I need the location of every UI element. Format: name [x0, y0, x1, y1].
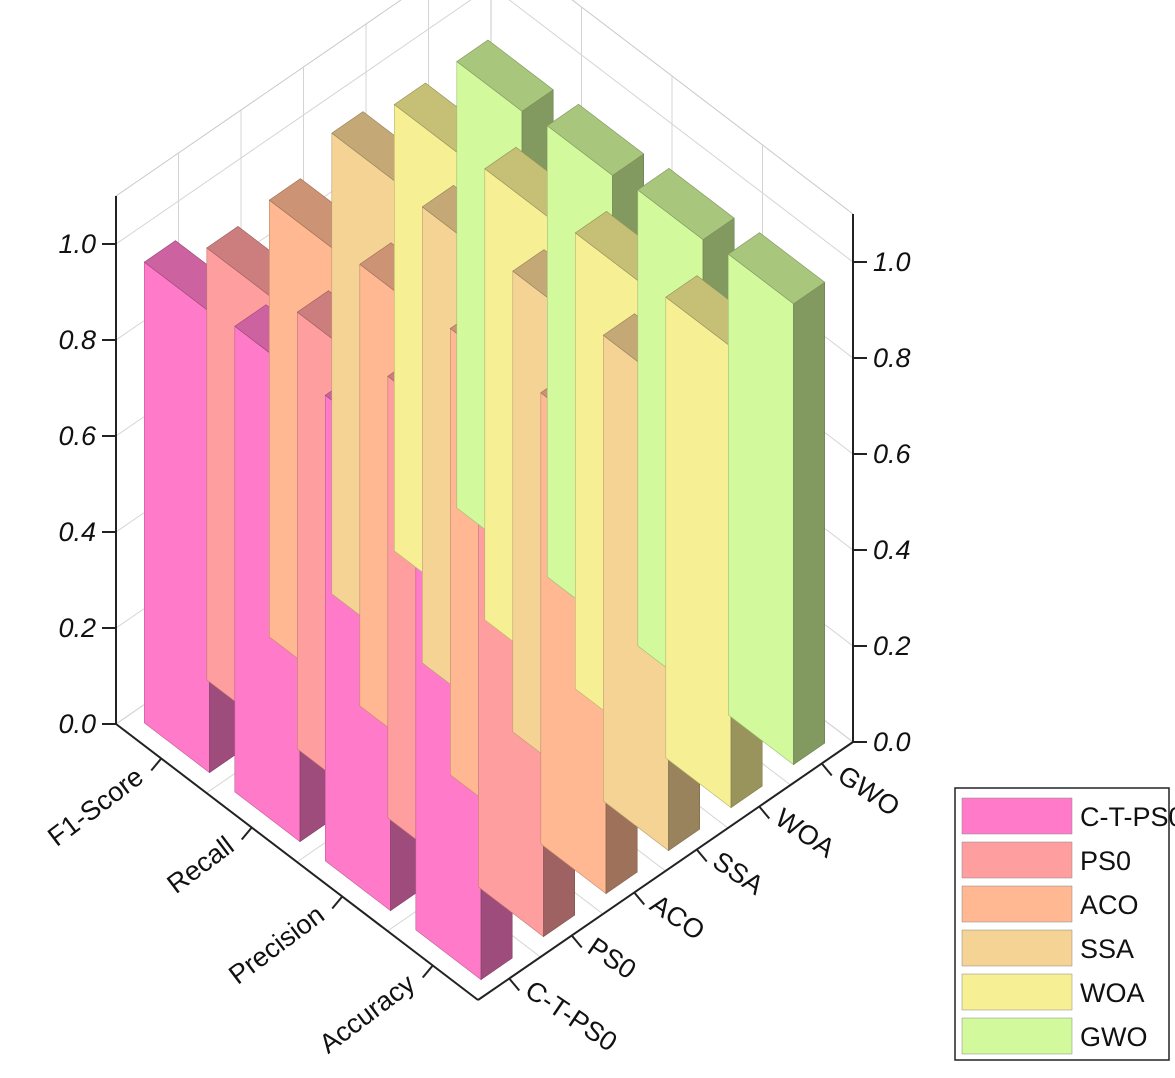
bar-face-top	[727, 232, 826, 305]
metric-tick	[240, 826, 253, 841]
legend-label-woa: WOA	[1080, 978, 1145, 1008]
bar-face-left	[727, 253, 794, 766]
legend-label-c-t-ps0: C-T-PS0	[1080, 802, 1175, 832]
algorithm-label-aco: ACO	[645, 889, 710, 947]
metric-axis-line	[115, 723, 479, 1001]
algorithm-label-gwo: GWO	[832, 760, 905, 823]
bar-face-left	[144, 261, 210, 774]
algorithm-tick	[758, 805, 771, 820]
metric-label-f1-score: F1-Score	[42, 761, 149, 852]
algorithm-axis-line	[477, 741, 854, 1001]
bar-face-right	[793, 281, 826, 766]
z-tick-label-left: 0.4	[58, 517, 96, 547]
legend-swatch-c-t-ps0	[961, 797, 1073, 835]
legend-swatch-ssa	[961, 929, 1073, 967]
legend-swatch-woa	[961, 973, 1073, 1011]
metric-tick	[150, 757, 163, 772]
algorithm-label-c-t-ps0: C-T-PS0	[520, 975, 623, 1058]
legend-swatch-ps0	[961, 841, 1073, 879]
algorithm-label-woa: WOA	[770, 803, 840, 864]
bar-face-left	[665, 296, 732, 809]
z-tick-label-right: 0.4	[873, 535, 911, 565]
metric-tick	[421, 964, 434, 979]
bar-face-top	[637, 168, 735, 240]
bar-face-top	[546, 103, 645, 176]
z-tick-label-left: 1.0	[58, 229, 96, 259]
metric-label-accuracy: Accuracy	[314, 968, 421, 1059]
metric-tick	[331, 895, 344, 910]
algorithm-label-ps0: PS0	[582, 932, 641, 985]
bar-gwo-accuracy	[727, 232, 826, 766]
algorithm-tick	[508, 977, 521, 992]
algorithm-label-ssa: SSA	[707, 846, 769, 901]
legend-label-ps0: PS0	[1080, 846, 1131, 876]
metric-label-recall: Recall	[161, 830, 239, 899]
z-tick-label-right: 0.6	[873, 439, 912, 469]
z-tick-label-left: 0.8	[58, 325, 96, 355]
z-tick-label-right: 0.2	[873, 631, 911, 661]
legend-label-gwo: GWO	[1080, 1022, 1148, 1052]
legend-label-aco: ACO	[1080, 890, 1139, 920]
legend-swatch-gwo	[961, 1017, 1073, 1055]
algorithm-tick	[633, 891, 646, 906]
algorithm-tick	[820, 762, 833, 777]
z-tick-label-right: 1.0	[873, 247, 911, 277]
legend-label-ssa: SSA	[1080, 934, 1134, 964]
bar-face-top	[456, 39, 554, 112]
z-tick-label-left: 0.0	[58, 709, 96, 739]
z-tick-label-left: 0.2	[58, 613, 96, 643]
legend: C-T-PS0 PS0 ACO SSA WOA GWO	[954, 787, 1175, 1061]
algorithm-tick	[695, 848, 708, 863]
algorithm-tick	[570, 934, 583, 949]
z-tick-label-right: 0.8	[873, 343, 911, 373]
z-tick-label-right: 0.0	[873, 727, 911, 757]
metric-label-precision: Precision	[223, 899, 330, 990]
legend-swatch-aco	[961, 885, 1073, 923]
z-tick-label-left: 0.6	[58, 421, 97, 451]
